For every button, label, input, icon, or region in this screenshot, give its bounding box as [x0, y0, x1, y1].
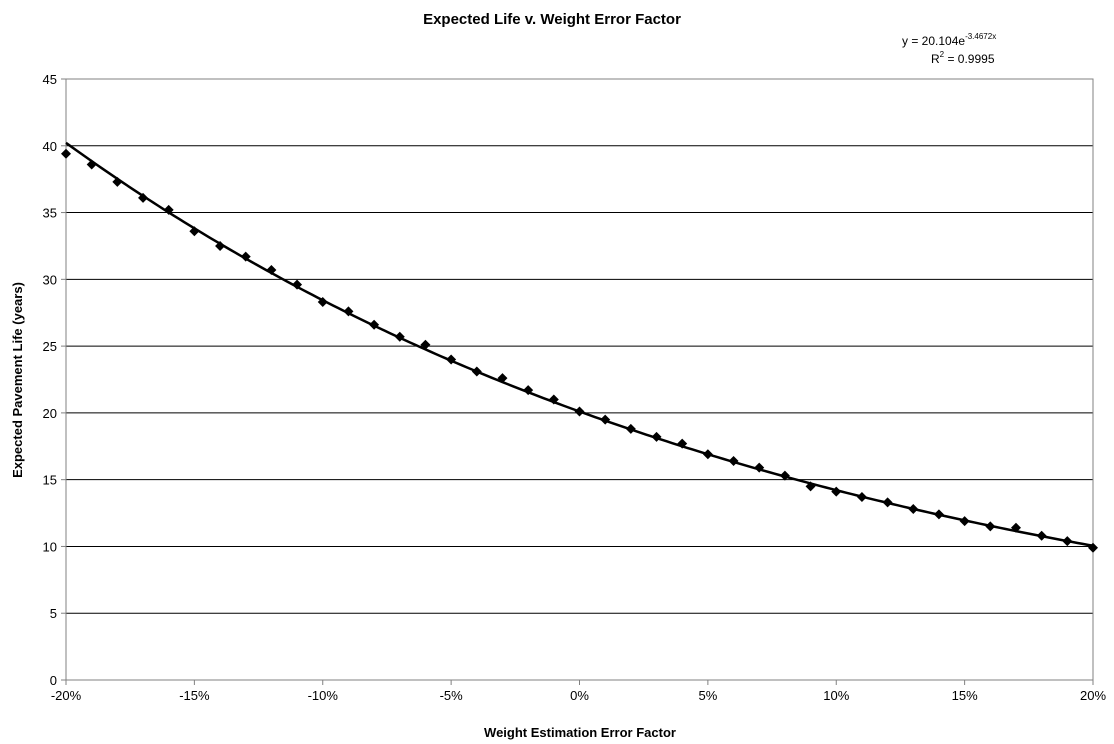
y-axis-label: Expected Pavement Life (years): [10, 282, 25, 478]
data-point: [420, 339, 431, 350]
data-point: [856, 492, 867, 503]
x-axis-ticks: -20% -15% -10% -5% 0% 5% 10% 15% 20%: [51, 680, 1106, 703]
data-point: [163, 204, 174, 215]
chart-title: Expected Life v. Weight Error Factor: [423, 11, 681, 28]
trendline: [65, 141, 1094, 548]
data-point: [908, 504, 919, 515]
data-point: [1088, 542, 1098, 553]
x-tick-label: -20%: [51, 688, 82, 703]
data-point: [446, 354, 457, 365]
x-tick-label: 15%: [952, 688, 978, 703]
data-point: [189, 226, 200, 237]
y-tick-label: 20: [43, 406, 57, 421]
data-point: [831, 486, 842, 497]
data-point: [471, 366, 482, 377]
r-squared-value: = 0.9995: [944, 52, 995, 66]
data-point: [215, 240, 226, 251]
data-point: [677, 438, 688, 449]
data-point: [625, 423, 636, 434]
x-tick-label: 20%: [1080, 688, 1106, 703]
equation-exponent: -3.4672x: [965, 32, 996, 41]
data-point: [779, 470, 790, 481]
data-point: [1036, 530, 1047, 541]
data-point: [600, 414, 611, 425]
data-point: [959, 516, 970, 527]
data-point: [1062, 536, 1073, 547]
y-tick-label: 45: [43, 72, 57, 87]
data-point: [369, 319, 380, 330]
x-tick-label: 10%: [823, 688, 849, 703]
data-point: [292, 279, 303, 290]
y-tick-label: 5: [50, 606, 57, 621]
data-point: [317, 297, 328, 308]
data-point: [985, 521, 996, 532]
y-tick-label: 0: [50, 673, 57, 688]
r-squared-label: R: [931, 52, 940, 66]
trendline-equation: y = 20.104e-3.4672x: [902, 32, 996, 48]
equation-prefix: y = 20.104e: [902, 34, 965, 48]
y-tick-label: 15: [43, 473, 57, 488]
data-point: [497, 373, 508, 384]
x-tick-label: 0%: [570, 688, 589, 703]
data-point: [394, 331, 405, 342]
data-point: [523, 385, 534, 396]
data-point: [112, 176, 123, 187]
y-tick-label: 40: [43, 139, 57, 154]
data-point: [728, 455, 739, 466]
data-point: [702, 449, 713, 460]
data-point: [754, 462, 765, 473]
data-point: [882, 497, 893, 508]
data-point: [548, 394, 559, 405]
data-point: [61, 148, 71, 159]
y-tick-label: 10: [43, 539, 57, 554]
grid-lines: [66, 78, 1093, 614]
y-tick-label: 25: [43, 339, 57, 354]
x-tick-label: -10%: [308, 688, 339, 703]
y-tick-label: 30: [43, 272, 57, 287]
data-point: [805, 481, 816, 492]
plot-area: [65, 78, 1094, 681]
data-point: [266, 264, 277, 275]
data-point: [574, 406, 585, 417]
data-point: [240, 251, 251, 262]
data-point: [86, 159, 97, 170]
data-points: [61, 148, 1098, 553]
x-axis-label: Weight Estimation Error Factor: [484, 725, 676, 740]
r-squared-exponent: 2: [940, 50, 945, 59]
data-point: [933, 509, 944, 520]
data-point: [343, 306, 354, 317]
data-point: [1010, 522, 1021, 533]
r-squared: R2 = 0.9995: [931, 50, 995, 66]
data-point: [651, 431, 662, 442]
y-tick-label: 35: [43, 206, 57, 221]
y-axis-ticks: 0 5 10 15 20 25 30 35 40 45: [43, 72, 66, 688]
x-tick-label: -15%: [179, 688, 210, 703]
x-tick-label: -5%: [440, 688, 464, 703]
x-tick-label: 5%: [698, 688, 717, 703]
data-point: [138, 192, 149, 203]
